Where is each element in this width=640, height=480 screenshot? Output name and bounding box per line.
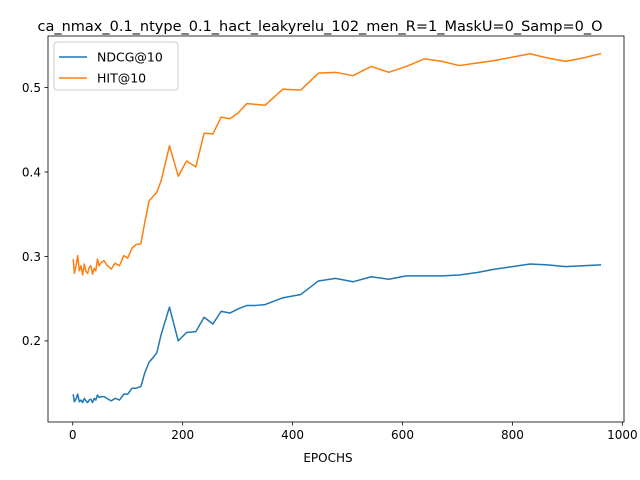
y-tick-label: 0.4 bbox=[22, 165, 41, 179]
x-tick-label: 1000 bbox=[607, 428, 638, 442]
x-tick-label: 0 bbox=[69, 428, 77, 442]
y-tick-label: 0.5 bbox=[22, 81, 41, 95]
legend-label: NDCG@10 bbox=[97, 50, 163, 65]
legend: NDCG@10 HIT@10 bbox=[53, 41, 179, 91]
x-tick-label: 800 bbox=[501, 428, 524, 442]
axes-frame bbox=[47, 35, 625, 423]
y-tick-label: 0.2 bbox=[22, 334, 41, 348]
x-tick-label: 400 bbox=[281, 428, 304, 442]
y-tick-label: 0.3 bbox=[22, 250, 41, 264]
series-line-hit bbox=[72, 52, 602, 276]
legend-label: HIT@10 bbox=[97, 71, 146, 86]
x-tick-label: 200 bbox=[171, 428, 194, 442]
plot-area: 0 200 400 600 800 1000 0.2 0.3 0.4 0.5 bbox=[22, 35, 638, 442]
x-axis-label: EPOCHS bbox=[303, 451, 352, 465]
chart-title: ca_nmax_0.1_ntype_0.1_hact_leakyrelu_102… bbox=[37, 19, 602, 35]
series-line-ndcg bbox=[72, 263, 602, 404]
x-tick-label: 600 bbox=[391, 428, 414, 442]
